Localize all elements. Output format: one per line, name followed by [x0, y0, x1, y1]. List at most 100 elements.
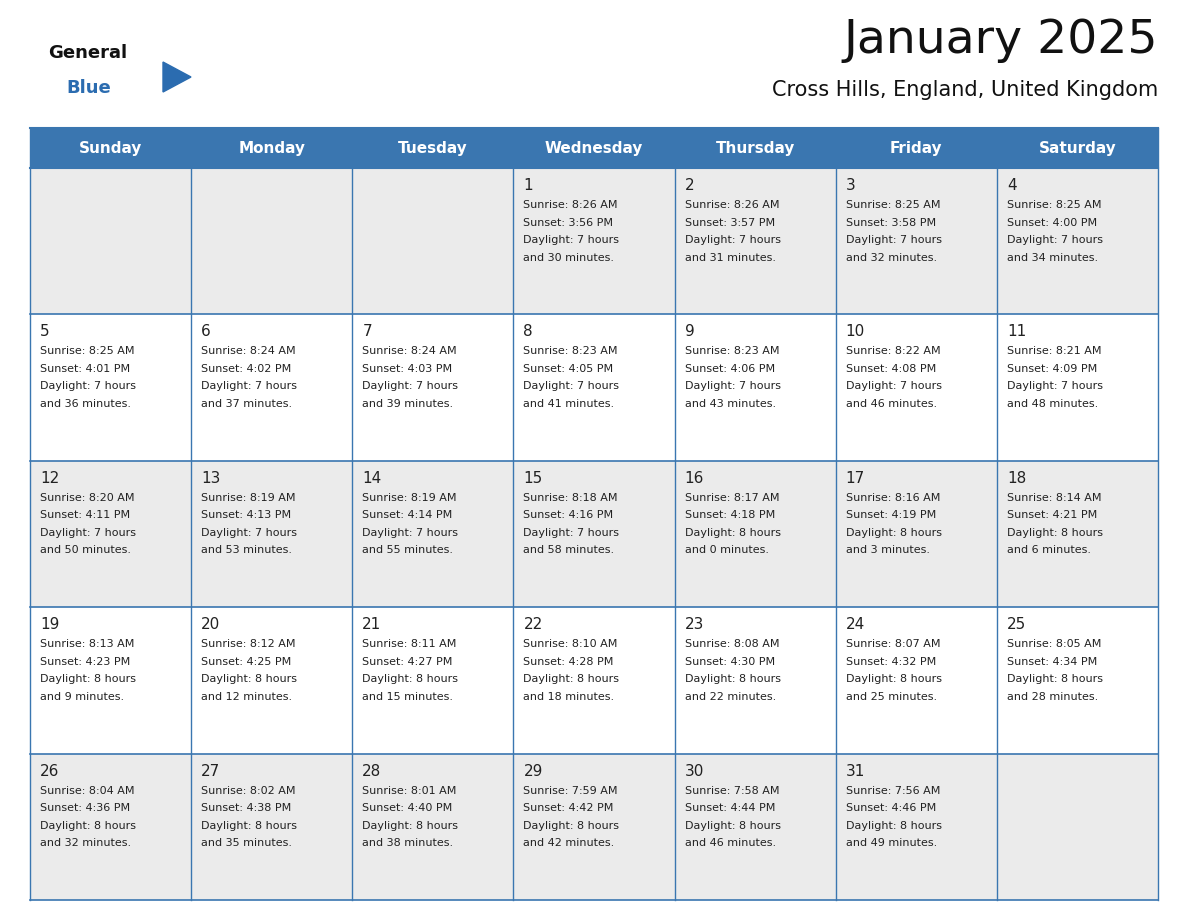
Text: Sunrise: 8:26 AM: Sunrise: 8:26 AM	[684, 200, 779, 210]
Text: and 35 minutes.: and 35 minutes.	[201, 838, 292, 848]
Text: and 0 minutes.: and 0 minutes.	[684, 545, 769, 555]
Text: 26: 26	[40, 764, 59, 778]
Text: Daylight: 8 hours: Daylight: 8 hours	[40, 821, 135, 831]
Text: Sunset: 4:11 PM: Sunset: 4:11 PM	[40, 510, 131, 521]
Text: and 30 minutes.: and 30 minutes.	[524, 252, 614, 263]
Bar	[30, 461, 1158, 607]
Text: Sunrise: 8:23 AM: Sunrise: 8:23 AM	[684, 346, 779, 356]
Text: Sunrise: 8:14 AM: Sunrise: 8:14 AM	[1007, 493, 1101, 503]
Text: Sunrise: 8:19 AM: Sunrise: 8:19 AM	[201, 493, 296, 503]
Text: Sunrise: 8:20 AM: Sunrise: 8:20 AM	[40, 493, 134, 503]
Text: Sunset: 4:19 PM: Sunset: 4:19 PM	[846, 510, 936, 521]
Text: Sunset: 4:38 PM: Sunset: 4:38 PM	[201, 803, 291, 813]
Text: 23: 23	[684, 617, 704, 633]
Text: Daylight: 7 hours: Daylight: 7 hours	[524, 235, 619, 245]
Text: Daylight: 8 hours: Daylight: 8 hours	[201, 821, 297, 831]
Text: and 15 minutes.: and 15 minutes.	[362, 691, 454, 701]
Text: Friday: Friday	[890, 140, 942, 155]
Bar	[30, 168, 1158, 314]
Text: Sunrise: 8:13 AM: Sunrise: 8:13 AM	[40, 639, 134, 649]
Text: 25: 25	[1007, 617, 1026, 633]
Text: Sunset: 4:06 PM: Sunset: 4:06 PM	[684, 364, 775, 374]
Text: Sunset: 4:00 PM: Sunset: 4:00 PM	[1007, 218, 1097, 228]
Bar	[30, 607, 1158, 754]
Text: Daylight: 7 hours: Daylight: 7 hours	[362, 528, 459, 538]
Text: Sunrise: 8:25 AM: Sunrise: 8:25 AM	[1007, 200, 1101, 210]
Text: Sunset: 4:01 PM: Sunset: 4:01 PM	[40, 364, 131, 374]
Text: 3: 3	[846, 178, 855, 193]
Text: 2: 2	[684, 178, 694, 193]
Text: 29: 29	[524, 764, 543, 778]
Text: Sunrise: 8:08 AM: Sunrise: 8:08 AM	[684, 639, 779, 649]
Text: Sunrise: 8:16 AM: Sunrise: 8:16 AM	[846, 493, 940, 503]
Text: Daylight: 8 hours: Daylight: 8 hours	[1007, 528, 1102, 538]
Text: and 43 minutes.: and 43 minutes.	[684, 399, 776, 409]
Text: Sunrise: 8:11 AM: Sunrise: 8:11 AM	[362, 639, 456, 649]
Text: 1: 1	[524, 178, 533, 193]
Text: 12: 12	[40, 471, 59, 486]
Text: and 42 minutes.: and 42 minutes.	[524, 838, 614, 848]
Text: and 36 minutes.: and 36 minutes.	[40, 399, 131, 409]
Text: Sunrise: 8:22 AM: Sunrise: 8:22 AM	[846, 346, 941, 356]
Text: 27: 27	[201, 764, 221, 778]
Text: and 50 minutes.: and 50 minutes.	[40, 545, 131, 555]
Text: 22: 22	[524, 617, 543, 633]
Text: Daylight: 8 hours: Daylight: 8 hours	[201, 674, 297, 684]
Text: Sunset: 4:25 PM: Sunset: 4:25 PM	[201, 656, 291, 666]
Text: 8: 8	[524, 324, 533, 340]
Text: Daylight: 7 hours: Daylight: 7 hours	[846, 235, 942, 245]
Text: and 39 minutes.: and 39 minutes.	[362, 399, 454, 409]
Text: Sunset: 4:02 PM: Sunset: 4:02 PM	[201, 364, 291, 374]
Text: Sunset: 4:18 PM: Sunset: 4:18 PM	[684, 510, 775, 521]
Text: and 38 minutes.: and 38 minutes.	[362, 838, 454, 848]
Text: Sunset: 4:42 PM: Sunset: 4:42 PM	[524, 803, 614, 813]
Text: Daylight: 7 hours: Daylight: 7 hours	[40, 381, 135, 391]
Text: Sunset: 4:46 PM: Sunset: 4:46 PM	[846, 803, 936, 813]
Text: Sunset: 4:14 PM: Sunset: 4:14 PM	[362, 510, 453, 521]
Text: and 34 minutes.: and 34 minutes.	[1007, 252, 1098, 263]
Text: 24: 24	[846, 617, 865, 633]
Text: 28: 28	[362, 764, 381, 778]
Text: Sunrise: 8:12 AM: Sunrise: 8:12 AM	[201, 639, 296, 649]
Text: Sunset: 4:44 PM: Sunset: 4:44 PM	[684, 803, 775, 813]
Text: and 6 minutes.: and 6 minutes.	[1007, 545, 1091, 555]
Text: Sunrise: 8:07 AM: Sunrise: 8:07 AM	[846, 639, 940, 649]
Text: Sunrise: 8:01 AM: Sunrise: 8:01 AM	[362, 786, 456, 796]
Text: Sunset: 4:16 PM: Sunset: 4:16 PM	[524, 510, 613, 521]
Text: and 9 minutes.: and 9 minutes.	[40, 691, 124, 701]
Text: Daylight: 8 hours: Daylight: 8 hours	[362, 674, 459, 684]
Text: Sunrise: 8:25 AM: Sunrise: 8:25 AM	[40, 346, 134, 356]
Text: Daylight: 7 hours: Daylight: 7 hours	[684, 235, 781, 245]
Text: 19: 19	[40, 617, 59, 633]
Text: Sunset: 4:28 PM: Sunset: 4:28 PM	[524, 656, 614, 666]
Text: 7: 7	[362, 324, 372, 340]
Text: Sunrise: 8:04 AM: Sunrise: 8:04 AM	[40, 786, 134, 796]
Text: Sunset: 4:03 PM: Sunset: 4:03 PM	[362, 364, 453, 374]
Text: and 41 minutes.: and 41 minutes.	[524, 399, 614, 409]
Text: and 12 minutes.: and 12 minutes.	[201, 691, 292, 701]
Text: Daylight: 8 hours: Daylight: 8 hours	[846, 674, 942, 684]
Text: 4: 4	[1007, 178, 1017, 193]
Text: General: General	[48, 44, 127, 62]
Text: Sunset: 4:09 PM: Sunset: 4:09 PM	[1007, 364, 1097, 374]
Text: 14: 14	[362, 471, 381, 486]
Text: Blue: Blue	[67, 79, 110, 97]
Text: Sunset: 3:58 PM: Sunset: 3:58 PM	[846, 218, 936, 228]
Text: Daylight: 8 hours: Daylight: 8 hours	[684, 528, 781, 538]
Text: 30: 30	[684, 764, 704, 778]
Text: Sunset: 3:56 PM: Sunset: 3:56 PM	[524, 218, 613, 228]
Text: Daylight: 8 hours: Daylight: 8 hours	[524, 674, 619, 684]
Bar	[30, 314, 1158, 461]
Text: Daylight: 8 hours: Daylight: 8 hours	[684, 821, 781, 831]
Text: Sunrise: 7:58 AM: Sunrise: 7:58 AM	[684, 786, 779, 796]
Text: Daylight: 7 hours: Daylight: 7 hours	[684, 381, 781, 391]
Text: 6: 6	[201, 324, 211, 340]
Text: January 2025: January 2025	[843, 18, 1158, 63]
Text: and 32 minutes.: and 32 minutes.	[846, 252, 937, 263]
Text: and 49 minutes.: and 49 minutes.	[846, 838, 937, 848]
Text: and 22 minutes.: and 22 minutes.	[684, 691, 776, 701]
Text: 9: 9	[684, 324, 694, 340]
Text: and 25 minutes.: and 25 minutes.	[846, 691, 937, 701]
Text: Daylight: 7 hours: Daylight: 7 hours	[846, 381, 942, 391]
Text: Daylight: 7 hours: Daylight: 7 hours	[201, 381, 297, 391]
